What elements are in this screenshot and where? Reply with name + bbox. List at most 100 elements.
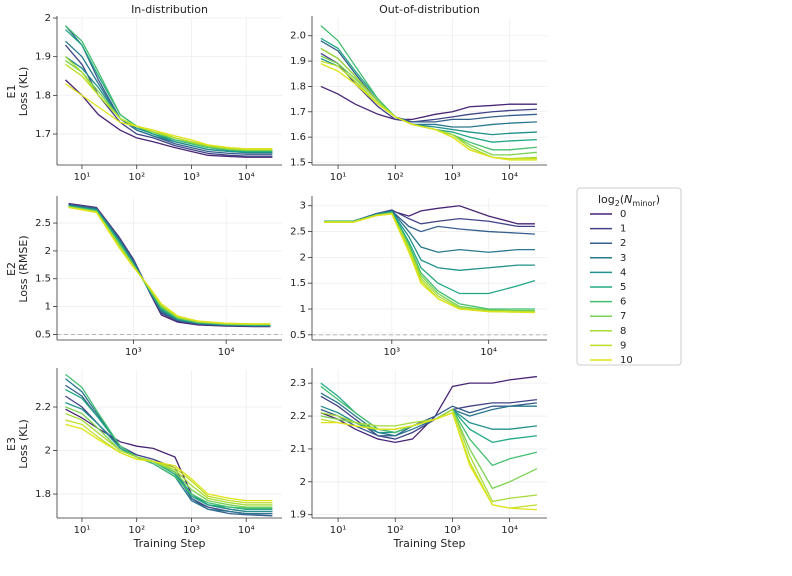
y-tick-label: 1.6 bbox=[290, 132, 306, 143]
series-line bbox=[320, 411, 537, 511]
series-line bbox=[65, 412, 273, 506]
series-line bbox=[65, 423, 273, 502]
x-axis-label: Training Step bbox=[133, 537, 206, 550]
x-tick-label: 10¹ bbox=[330, 525, 347, 536]
x-tick-label: 10³ bbox=[444, 172, 461, 183]
series-line bbox=[68, 202, 271, 328]
legend-title-open: ( bbox=[620, 193, 624, 206]
y-tick-label: 1.7 bbox=[35, 129, 51, 140]
series-line bbox=[324, 212, 535, 313]
legend-label: 1 bbox=[620, 224, 626, 235]
series-line bbox=[68, 205, 271, 327]
legend-label: 9 bbox=[620, 340, 626, 351]
series-line bbox=[320, 402, 538, 437]
series-line bbox=[68, 203, 271, 327]
panel-title: In-distribution bbox=[131, 3, 208, 16]
series-line bbox=[65, 63, 273, 151]
series-line bbox=[324, 212, 535, 313]
series-line bbox=[65, 406, 273, 508]
y-tick-label: 2.3 bbox=[290, 378, 306, 389]
series-line bbox=[320, 40, 537, 123]
y-tick-label: 2.5 bbox=[35, 218, 51, 229]
series-line bbox=[65, 56, 273, 153]
series-line bbox=[65, 79, 273, 158]
series-line bbox=[68, 205, 271, 326]
series-line bbox=[320, 375, 538, 444]
legend-label: 4 bbox=[620, 267, 626, 278]
x-tick-label: 10⁴ bbox=[501, 172, 518, 183]
x-axis-label: Training Step bbox=[393, 537, 466, 550]
x-tick-label: 10² bbox=[128, 525, 145, 536]
series-line bbox=[324, 212, 535, 310]
series-line bbox=[320, 392, 537, 437]
y-tick-label: 2.5 bbox=[290, 227, 306, 238]
legend-label: 3 bbox=[620, 253, 626, 264]
legend-label: 2 bbox=[620, 238, 626, 249]
y-tick-label: 1.9 bbox=[35, 52, 51, 63]
x-tick-label: 10¹ bbox=[74, 525, 91, 536]
y-tick-label: 2 bbox=[45, 13, 51, 24]
series-line bbox=[320, 63, 537, 161]
legend-label: 7 bbox=[620, 311, 626, 322]
x-tick-label: 10¹ bbox=[330, 172, 347, 183]
legend-label: 0 bbox=[620, 209, 626, 220]
series-line bbox=[68, 206, 271, 325]
legend-title-close: ) bbox=[656, 193, 660, 206]
legend-title-base: 2 bbox=[615, 199, 620, 208]
legend-title-log: log bbox=[598, 193, 615, 206]
y-tick-label: 0.5 bbox=[290, 330, 306, 341]
series-line bbox=[65, 83, 273, 150]
legend-label: 6 bbox=[620, 297, 626, 308]
y-tick-label: 1.5 bbox=[35, 274, 51, 285]
x-tick-label: 10³ bbox=[183, 172, 200, 183]
legend-label: 10 bbox=[620, 355, 633, 366]
y-tick-label: 2.2 bbox=[290, 411, 306, 422]
y-tick-label: 2 bbox=[300, 477, 306, 488]
series-line bbox=[320, 85, 537, 121]
series-line bbox=[65, 378, 273, 515]
y-axis-label: Loss (KL) bbox=[17, 67, 30, 117]
x-tick-label: 10⁴ bbox=[480, 347, 497, 358]
y-tick-label: 2 bbox=[300, 252, 306, 263]
y-tick-label: 1.9 bbox=[290, 510, 306, 521]
row-label: E2 bbox=[5, 262, 18, 276]
series-line bbox=[324, 213, 535, 314]
legend-title-variable: N bbox=[624, 193, 632, 206]
x-tick-label: 10³ bbox=[444, 525, 461, 536]
y-tick-label: 1 bbox=[300, 304, 306, 315]
panel-title: Out-of-distribution bbox=[379, 3, 480, 16]
series-line bbox=[65, 402, 273, 513]
x-tick-label: 10⁴ bbox=[218, 347, 235, 358]
y-tick-label: 2 bbox=[45, 246, 51, 257]
x-tick-label: 10³ bbox=[125, 347, 142, 358]
legend-label: 5 bbox=[620, 282, 626, 293]
series-line bbox=[320, 408, 538, 503]
y-tick-label: 1.8 bbox=[35, 90, 51, 101]
series-line bbox=[65, 29, 273, 153]
x-tick-label: 10⁴ bbox=[238, 172, 255, 183]
y-tick-label: 2.1 bbox=[290, 444, 306, 455]
series-line bbox=[65, 419, 273, 504]
series-line bbox=[68, 205, 271, 326]
y-tick-label: 1.9 bbox=[290, 56, 306, 67]
y-axis-label: Loss (KL) bbox=[17, 419, 30, 469]
series-line bbox=[65, 25, 273, 152]
y-tick-label: 2.0 bbox=[290, 31, 306, 42]
y-tick-label: 1.8 bbox=[290, 81, 306, 92]
y-tick-label: 2.2 bbox=[35, 402, 51, 413]
x-tick-label: 10² bbox=[128, 172, 145, 183]
y-tick-label: 0.5 bbox=[35, 329, 51, 340]
row-label: E3 bbox=[5, 437, 18, 451]
series-line bbox=[324, 212, 535, 312]
legend-title-subscript: minor bbox=[632, 199, 656, 208]
series-line bbox=[320, 25, 537, 151]
legend-label: 8 bbox=[620, 326, 626, 337]
series-line bbox=[65, 408, 273, 513]
x-tick-label: 10³ bbox=[383, 347, 400, 358]
series-line bbox=[65, 389, 273, 510]
series-line bbox=[64, 44, 273, 157]
y-tick-label: 1.5 bbox=[290, 157, 306, 168]
y-tick-label: 1.7 bbox=[290, 107, 306, 118]
series-line bbox=[320, 60, 537, 160]
